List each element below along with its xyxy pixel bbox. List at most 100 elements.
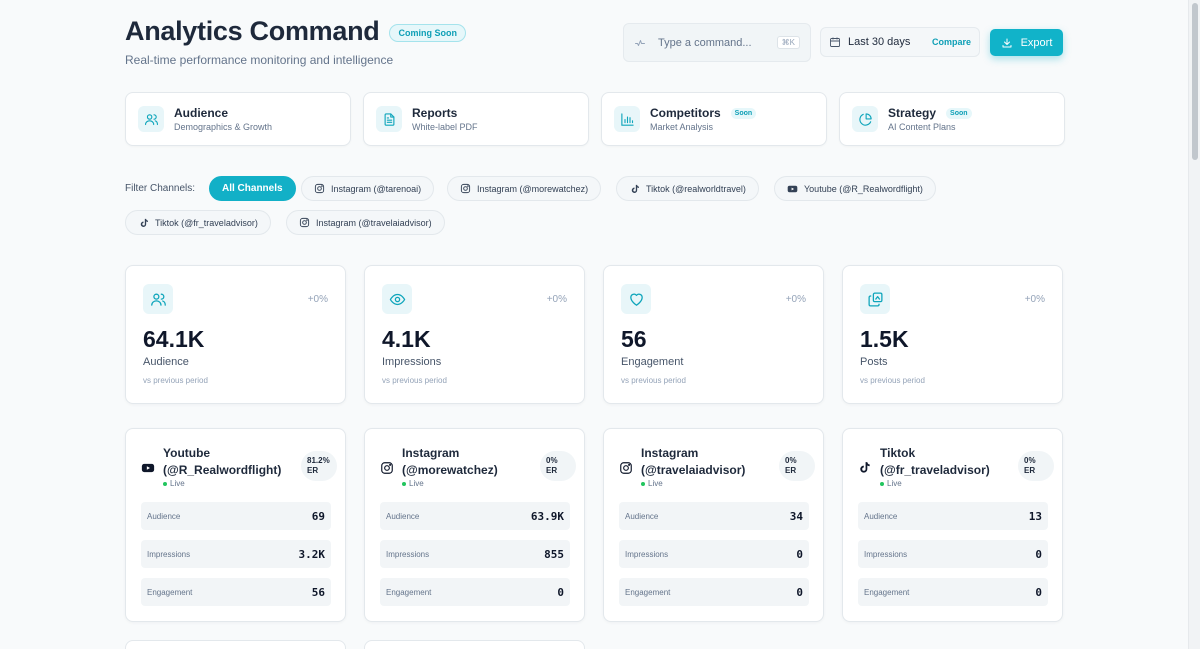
metric-key: Audience	[386, 511, 420, 521]
compare-button[interactable]: Compare	[931, 37, 971, 47]
nav-card-audience[interactable]: Audience Demographics & Growth	[125, 92, 351, 146]
metric-value: 0	[1035, 585, 1042, 599]
metric-value: 63.9K	[530, 509, 564, 523]
er-label: ER	[307, 466, 319, 475]
stat-card-engagement: +0% 56 Engagement vs previous period	[603, 265, 824, 404]
stat-card-audience: +0% 64.1K Audience vs previous period	[125, 265, 346, 404]
channel-card-instagram[interactable]: Instagram (@travelaiadvisor) Live 0% ER A…	[603, 428, 824, 622]
soon-badge: Soon	[946, 107, 972, 119]
instagram-icon	[314, 183, 325, 194]
export-label: Export	[1020, 36, 1053, 49]
er-value: 0%	[546, 456, 558, 465]
channel-card-youtube[interactable]: Youtube (@R_Realwordflight) Live 81.2% ER…	[125, 428, 346, 622]
scrollbar-thumb[interactable]	[1192, 3, 1198, 160]
metric-value: 0	[796, 547, 803, 561]
dashboard-page: Analytics Command Coming Soon Real-time …	[125, 0, 1065, 649]
live-dot	[402, 481, 406, 486]
eye-icon	[382, 284, 412, 314]
metric-key: Audience	[864, 511, 898, 521]
channel-card-partial	[364, 640, 585, 649]
metric-row: Audience 13	[858, 502, 1048, 530]
er-badge: 0% ER	[540, 451, 576, 481]
metric-row: Audience 69	[141, 502, 331, 530]
filter-chip-all[interactable]: All Channels	[209, 176, 296, 201]
er-badge: 0% ER	[779, 451, 815, 481]
metric-value: 0	[796, 585, 803, 599]
live-dot	[880, 481, 884, 486]
title-row: Analytics Command Coming Soon	[125, 16, 466, 47]
metric-row: Engagement 0	[858, 578, 1048, 606]
live-dot	[641, 481, 645, 486]
nav-sub: AI Content Plans	[888, 122, 956, 132]
er-label: ER	[785, 466, 797, 475]
stat-delta: +0%	[1024, 294, 1045, 305]
filter-chip[interactable]: Tiktok (@realworldtravel)	[616, 176, 759, 201]
metric-row: Audience 34	[619, 502, 809, 530]
er-value: 0%	[785, 456, 797, 465]
command-input[interactable]: Type a command... ⌘K	[623, 23, 811, 62]
nav-card-competitors[interactable]: Competitors Soon Market Analysis	[601, 92, 827, 146]
stat-value: 1.5K	[860, 326, 909, 352]
metric-row: Impressions 0	[858, 540, 1048, 568]
filter-chip[interactable]: Instagram (@tarenoai)	[301, 176, 435, 201]
er-label: ER	[1024, 466, 1036, 475]
er-value: 0%	[1024, 456, 1036, 465]
status-text: Live	[409, 479, 424, 488]
filter-chip[interactable]: Tiktok (@fr_traveladvisor)	[125, 210, 271, 235]
live-dot	[163, 481, 167, 486]
date-range-picker[interactable]: Last 30 days Compare	[820, 27, 980, 57]
metric-key: Audience	[625, 511, 659, 521]
stat-delta: +0%	[307, 294, 328, 305]
channel-name: Youtube (@R_Realwordflight)	[163, 446, 282, 477]
metric-value: 3.2K	[298, 547, 326, 561]
metric-key: Impressions	[386, 549, 430, 559]
pulse-icon	[634, 37, 646, 49]
chip-label: All Channels	[222, 183, 283, 194]
filter-chip[interactable]: Instagram (@travelaiadvisor)	[286, 210, 445, 235]
export-button[interactable]: Export	[990, 29, 1063, 56]
page-scrollbar[interactable]	[1188, 0, 1200, 649]
heart-icon	[621, 284, 651, 314]
date-range-label: Last 30 days	[848, 36, 911, 48]
nav-sub: Demographics & Growth	[174, 122, 273, 132]
filter-chip[interactable]: Youtube (@R_Realwordflight)	[774, 176, 936, 201]
nav-sub: Market Analysis	[650, 122, 714, 132]
nav-card-reports[interactable]: Reports White-label PDF	[363, 92, 589, 146]
stat-label: Impressions	[382, 356, 442, 368]
live-status: Live	[402, 479, 424, 488]
metric-row: Engagement 0	[380, 578, 570, 606]
page-subtitle: Real-time performance monitoring and int…	[125, 53, 394, 67]
chip-label: Tiktok (@fr_traveladvisor)	[155, 217, 258, 228]
stats-row: +0% 64.1K Audience vs previous period +0…	[125, 265, 1063, 404]
nav-label: Competitors	[650, 106, 721, 120]
stat-label: Engagement	[621, 356, 684, 368]
metric-value: 56	[311, 585, 325, 599]
download-icon	[1001, 37, 1013, 49]
metric-value: 0	[557, 585, 564, 599]
instagram-icon	[380, 461, 394, 475]
channel-name: Instagram (@travelaiadvisor)	[641, 446, 746, 477]
live-status: Live	[163, 479, 185, 488]
channel-name: Instagram (@morewatchez)	[402, 446, 498, 477]
chip-label: Youtube (@R_Realwordflight)	[804, 183, 923, 194]
youtube-icon	[787, 183, 798, 194]
calendar-icon	[829, 36, 841, 48]
stat-card-posts: +0% 1.5K Posts vs previous period	[842, 265, 1063, 404]
metric-key: Impressions	[864, 549, 908, 559]
er-badge: 81.2% ER	[301, 451, 337, 481]
users-icon	[138, 106, 164, 132]
stat-delta: +0%	[546, 294, 567, 305]
stat-note: vs previous period	[621, 376, 686, 385]
stat-note: vs previous period	[382, 376, 447, 385]
nav-card-strategy[interactable]: Strategy Soon AI Content Plans	[839, 92, 1065, 146]
live-status: Live	[880, 479, 902, 488]
stat-value: 56	[621, 326, 647, 352]
channel-card-tiktok[interactable]: Tiktok (@fr_traveladvisor) Live 0% ER Aud…	[842, 428, 1063, 622]
instagram-icon	[619, 461, 633, 475]
channel-card-instagram[interactable]: Instagram (@morewatchez) Live 0% ER Audie…	[364, 428, 585, 622]
filter-chip[interactable]: Instagram (@morewatchez)	[447, 176, 602, 201]
metric-row: Impressions 0	[619, 540, 809, 568]
bar-chart-icon	[614, 106, 640, 132]
tiktok-icon	[138, 217, 149, 228]
live-status: Live	[641, 479, 663, 488]
